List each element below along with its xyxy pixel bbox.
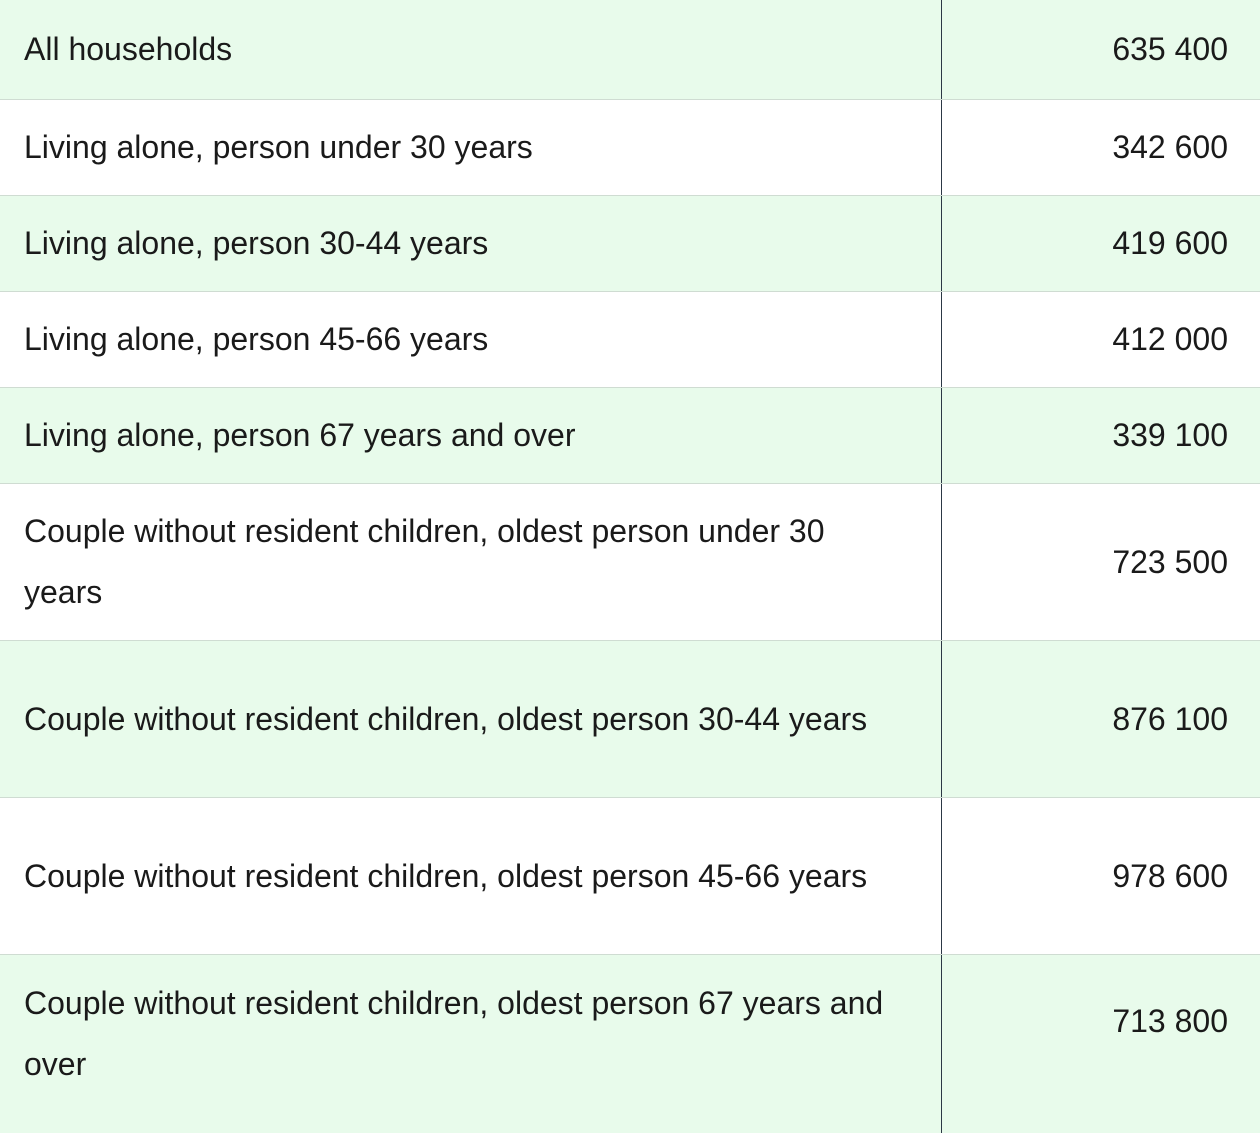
row-label-cell: Couple without resident children, oldest… (0, 641, 942, 797)
row-label-cell: Couple without resident children, oldest… (0, 484, 942, 640)
row-value-cell: 342 600 (942, 100, 1260, 195)
row-label: Couple without resident children, oldest… (24, 513, 825, 610)
row-value: 723 500 (1112, 543, 1228, 580)
row-label: Couple without resident children, oldest… (24, 985, 884, 1082)
row-value: 978 600 (1112, 857, 1228, 894)
table-row: Couple without resident children, oldest… (0, 484, 1260, 641)
row-value-cell: 876 100 (942, 641, 1260, 797)
row-value-cell: 419 600 (942, 196, 1260, 291)
row-label: Living alone, person 30-44 years (24, 225, 489, 261)
row-label: Couple without resident children, oldest… (24, 857, 868, 894)
table-row: Living alone, person 45-66 years 412 000 (0, 292, 1260, 388)
row-value: 635 400 (1112, 31, 1228, 67)
row-value: 419 600 (1112, 225, 1228, 261)
table-row: Living alone, person 67 years and over 3… (0, 388, 1260, 484)
row-label: Couple without resident children, oldest… (24, 700, 868, 737)
row-label-cell: All households (0, 0, 942, 99)
row-label-cell: Couple without resident children, oldest… (0, 955, 942, 1133)
row-label-cell: Living alone, person under 30 years (0, 100, 942, 195)
row-value: 876 100 (1112, 700, 1228, 737)
row-label: Living alone, person 67 years and over (24, 417, 576, 453)
row-value: 412 000 (1112, 321, 1228, 357)
row-label: Living alone, person under 30 years (24, 129, 533, 165)
row-value: 713 800 (1112, 1003, 1228, 1039)
row-value: 339 100 (1112, 417, 1228, 453)
table-row: Living alone, person 30-44 years 419 600 (0, 196, 1260, 292)
table-row: Living alone, person under 30 years 342 … (0, 100, 1260, 196)
table-row: Couple without resident children, oldest… (0, 641, 1260, 798)
row-label-cell: Living alone, person 45-66 years (0, 292, 942, 387)
row-value-cell: 635 400 (942, 0, 1260, 99)
row-value-cell: 412 000 (942, 292, 1260, 387)
row-value: 342 600 (1112, 129, 1228, 165)
row-label: All households (24, 31, 233, 67)
table-row: Couple without resident children, oldest… (0, 955, 1260, 1133)
row-label-cell: Living alone, person 67 years and over (0, 388, 942, 483)
table-row: All households 635 400 (0, 0, 1260, 100)
row-value-cell: 978 600 (942, 798, 1260, 954)
row-label-cell: Couple without resident children, oldest… (0, 798, 942, 954)
row-value-cell: 713 800 (942, 955, 1260, 1133)
row-value-cell: 723 500 (942, 484, 1260, 640)
row-label-cell: Living alone, person 30-44 years (0, 196, 942, 291)
row-value-cell: 339 100 (942, 388, 1260, 483)
table-row: Couple without resident children, oldest… (0, 798, 1260, 955)
row-label: Living alone, person 45-66 years (24, 321, 489, 357)
